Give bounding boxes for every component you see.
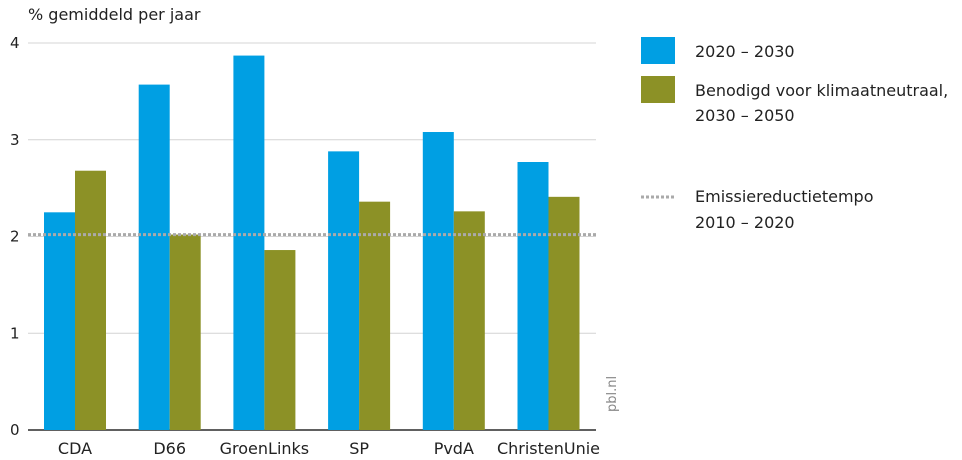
legend-label-series2: 2030 – 2050	[695, 106, 795, 125]
category-label: GroenLinks	[220, 439, 310, 458]
bar-christenunie-series1	[517, 162, 549, 430]
bar-cda-series2	[75, 170, 106, 430]
bar-christenunie-series2	[548, 196, 580, 430]
source-label: pbl.nl	[605, 376, 620, 412]
y-tick-label: 1	[10, 324, 20, 342]
bar-pvda-series1	[422, 132, 454, 430]
y-tick-label: 0	[10, 421, 20, 439]
category-label: D66	[153, 439, 186, 458]
y-tick-label: 2	[10, 228, 20, 246]
gridlines	[28, 42, 596, 431]
bar-d66-series2	[169, 234, 201, 430]
bar-cda-series1	[44, 212, 75, 430]
legend-label-reference: 2010 – 2020	[695, 213, 795, 232]
category-label: ChristenUnie	[497, 439, 600, 458]
y-tick-labels: 0 1 2 3 4	[10, 34, 20, 439]
legend-swatch-series1	[641, 37, 675, 64]
legend-label-series2: Benodigd voor klimaatneutraal,	[695, 81, 948, 100]
category-label: SP	[349, 439, 369, 458]
y-tick-label: 4	[10, 34, 20, 52]
bar-groenlinks-series2	[264, 250, 296, 430]
bar-groenlinks-series1	[233, 55, 265, 430]
bars	[44, 55, 580, 431]
y-axis-label: % gemiddeld per jaar	[28, 5, 201, 24]
legend: 2020 – 2030 Benodigd voor klimaatneutraal…	[641, 37, 948, 232]
y-tick-label: 3	[10, 131, 20, 149]
bar-d66-series1	[138, 84, 170, 430]
bar-sp-series1	[328, 151, 360, 431]
legend-label-series1: 2020 – 2030	[695, 42, 795, 61]
legend-swatch-series2	[641, 76, 675, 103]
bar-sp-series2	[359, 201, 391, 430]
bar-pvda-series2	[453, 211, 485, 430]
category-labels: CDA D66 GroenLinks SP PvdA ChristenUnie	[58, 439, 600, 458]
category-label: CDA	[58, 439, 92, 458]
legend-label-reference: Emissiereductietempo	[695, 187, 873, 206]
category-label: PvdA	[434, 439, 474, 458]
